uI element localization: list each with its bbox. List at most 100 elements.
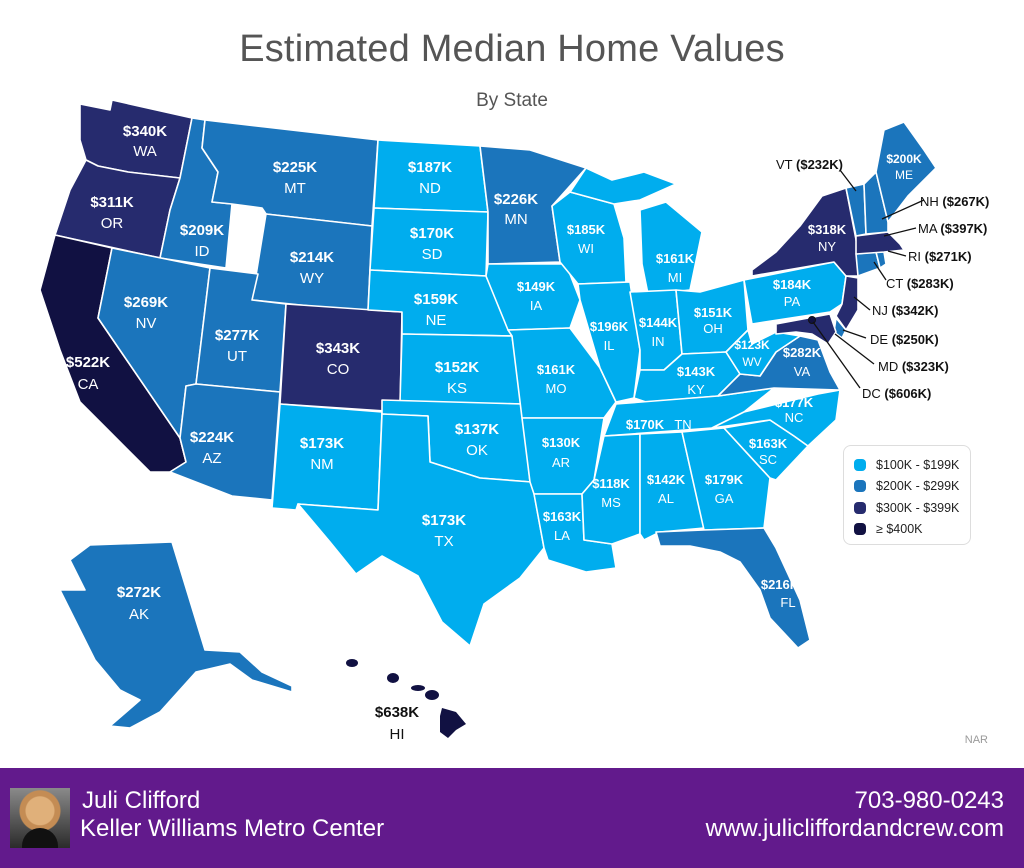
label-abbr-NM: NM	[310, 456, 333, 473]
callout-DC: DC ($606K)	[862, 386, 931, 401]
leader-NH	[881, 199, 925, 220]
label-abbr-OK: OK	[466, 442, 488, 459]
state-MO[interactable]	[507, 327, 617, 419]
label-abbr-CO: CO	[327, 361, 350, 378]
callouts: VT ($232K) NH ($267K) MA ($397K) RI ($27…	[776, 157, 989, 401]
dc-marker	[808, 316, 816, 324]
label-abbr-SD: SD	[422, 246, 443, 263]
state-ND[interactable]	[373, 139, 489, 213]
label-abbr-TN: TN	[674, 417, 691, 432]
label-abbr-IA: IA	[530, 298, 543, 313]
label-abbr-AZ: AZ	[202, 450, 221, 467]
agent-website[interactable]: www.julicliffordandcrew.com	[705, 815, 1004, 842]
label-abbr-CA: CA	[78, 376, 99, 393]
us-map: $340K WA $311K OR $522K CA $209K ID $269…	[39, 99, 989, 743]
state-shapes	[39, 99, 937, 738]
label-abbr-ID: ID	[195, 243, 210, 260]
leader-NJ	[853, 296, 871, 311]
label-value-AK: $272K	[117, 584, 161, 601]
state-TX[interactable]	[297, 413, 545, 647]
label-abbr-NE: NE	[426, 312, 447, 329]
label-value-KS: $152K	[435, 359, 479, 376]
agent-avatar	[10, 788, 70, 848]
label-abbr-MT: MT	[284, 180, 306, 197]
agent-name: Juli Clifford	[82, 787, 201, 814]
label-abbr-MS: MS	[601, 495, 621, 510]
state-AK[interactable]	[59, 541, 293, 729]
leader-DC	[812, 321, 861, 389]
label-value-IN: $144K	[639, 315, 678, 330]
legend-swatch-tier1	[854, 458, 866, 471]
callout-MD: MD ($323K)	[878, 359, 949, 374]
page-subtitle: By State	[476, 90, 548, 111]
state-FL[interactable]	[655, 527, 811, 649]
label-abbr-ND: ND	[419, 180, 441, 197]
label-value-AL: $142K	[647, 472, 686, 487]
label-value-WY: $214K	[290, 249, 334, 266]
label-value-TX: $173K	[422, 512, 466, 529]
label-value-NY: $318K	[808, 222, 847, 237]
legend-swatch-tier2	[854, 480, 866, 493]
legend-label: ≥ $400K	[876, 522, 923, 537]
label-value-UT: $277K	[215, 327, 259, 344]
label-abbr-MO: MO	[546, 381, 567, 396]
state-labels: $340K WA $311K OR $522K CA $209K ID $269…	[66, 123, 922, 743]
state-NC[interactable]	[711, 389, 841, 447]
label-abbr-WV: WV	[742, 355, 761, 369]
label-value-OR: $311K	[90, 194, 134, 211]
label-value-IL: $196K	[590, 319, 629, 334]
legend-swatch-tier3	[854, 501, 866, 514]
leader-MD	[834, 333, 875, 365]
state-MI[interactable]	[639, 201, 703, 295]
label-value-ID: $209K	[180, 222, 224, 239]
label-value-MT: $225K	[273, 159, 317, 176]
label-value-NV: $269K	[124, 294, 168, 311]
callout-VT: VT ($232K)	[776, 157, 843, 172]
state-MI-UP[interactable]	[569, 167, 677, 205]
label-abbr-IN: IN	[652, 334, 665, 349]
label-abbr-FL: FL	[780, 595, 795, 610]
legend-label: $200K - $299K	[876, 479, 960, 494]
footer-banner: Juli Clifford Keller Williams Metro Cent…	[0, 768, 1024, 868]
label-abbr-VA: VA	[794, 364, 811, 379]
label-abbr-NY: NY	[818, 239, 836, 254]
label-value-AZ: $224K	[190, 429, 234, 446]
label-abbr-KY: KY	[687, 382, 705, 397]
legend-swatch-tier4	[854, 523, 866, 536]
legend: $100K - $199K $200K - $299K $300K - $399…	[843, 445, 971, 545]
label-abbr-LA: LA	[554, 528, 570, 543]
label-value-FL: $216K	[761, 577, 800, 592]
label-value-PA: $184K	[773, 277, 812, 292]
label-abbr-OR: OR	[101, 215, 124, 232]
label-value-TN: $170K	[626, 417, 665, 432]
state-HI[interactable]	[346, 659, 466, 738]
legend-label: $300K - $399K	[876, 500, 960, 515]
state-GA[interactable]	[681, 427, 771, 531]
label-abbr-WA: WA	[133, 143, 157, 160]
label-value-WI: $185K	[567, 222, 606, 237]
page-title: Estimated Median Home Values	[239, 28, 785, 70]
state-ME[interactable]	[875, 121, 937, 223]
agent-company: Keller Williams Metro Center	[80, 815, 385, 842]
state-CO[interactable]	[279, 303, 403, 413]
label-value-OK: $137K	[455, 421, 499, 438]
label-abbr-HI: HI	[390, 726, 405, 743]
callout-MA: MA ($397K)	[918, 221, 987, 236]
label-abbr-IL: IL	[604, 338, 615, 353]
state-SD[interactable]	[369, 207, 489, 277]
label-value-MS: $118K	[592, 476, 630, 491]
label-value-MI: $161K	[656, 251, 695, 266]
agent-phone[interactable]: 703-980-0243	[854, 787, 1004, 814]
label-abbr-MI: MI	[668, 270, 682, 285]
state-WV[interactable]	[725, 329, 801, 377]
callout-CT: CT ($283K)	[886, 276, 954, 291]
label-abbr-AL: AL	[658, 491, 674, 506]
label-value-CA: $522K	[66, 354, 110, 371]
callout-NH: NH ($267K)	[920, 194, 989, 209]
label-value-MO: $161K	[537, 362, 576, 377]
legend-item: $100K - $199K	[854, 454, 970, 476]
legend-label: $100K - $199K	[876, 457, 960, 472]
label-value-AR: $130K	[542, 435, 581, 450]
state-MD[interactable]	[775, 313, 837, 345]
state-AZ[interactable]	[169, 383, 281, 501]
